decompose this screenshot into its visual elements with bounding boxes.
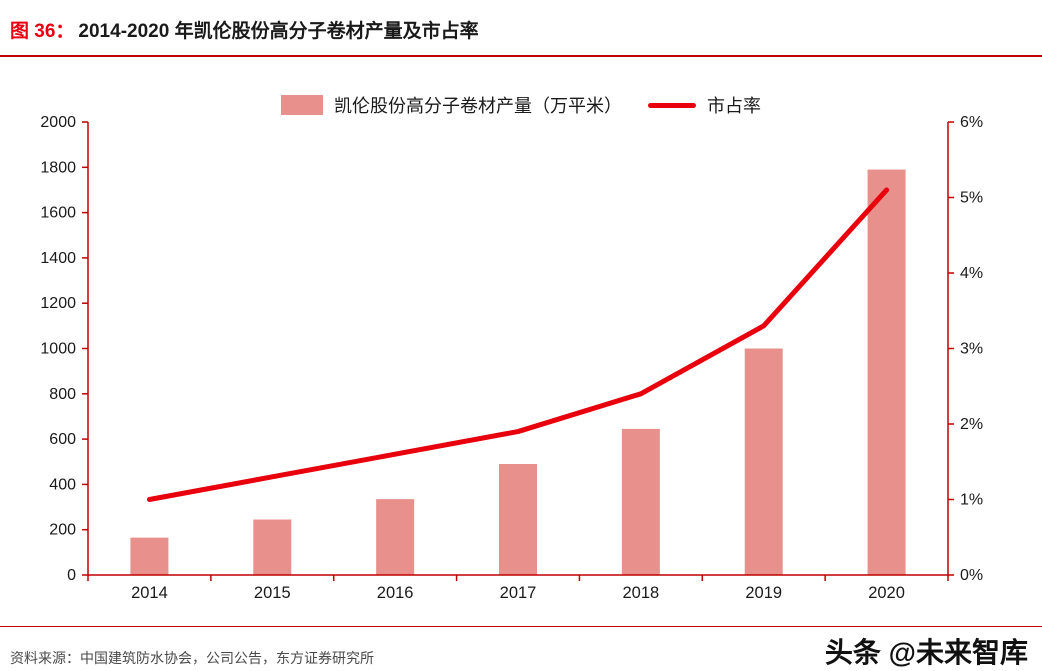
right-axis-label: 1% [960,492,983,509]
x-axis-label: 2015 [254,584,291,602]
right-axis-label: 3% [960,341,983,358]
watermark: 头条 @未来智库 [824,637,1028,668]
left-axis-label: 0 [67,567,76,584]
left-axis-label: 1200 [40,295,76,312]
bar-2014 [130,537,169,575]
chart-title: 图 36： 2014-2020 年凯伦股份高分子卷材产量及市占率 [10,16,479,43]
left-axis-label: 600 [49,431,76,448]
left-axis-label: 400 [49,476,76,493]
source-note: 资料来源：中国建筑防水协会，公司公告，东方证券研究所 [10,650,374,666]
legend-item-market-share: 市占率 [648,92,761,118]
line-swatch-icon [648,102,696,108]
bar-2016 [376,499,415,575]
left-axis-label: 2000 [40,114,76,131]
bar-swatch-icon [281,95,323,115]
bar-2020 [867,169,906,575]
right-axis-label: 2% [960,416,983,433]
right-axis-label: 4% [960,265,983,282]
title-divider [0,55,1042,57]
figure-number: 图 36： [10,21,75,42]
legend: 凯伦股份高分子卷材产量（万平米） 市占率 [0,92,1042,118]
chart-title-text: 2014-2020 年凯伦股份高分子卷材产量及市占率 [78,21,479,42]
left-axis-label: 1600 [40,205,76,222]
bar-2019 [744,348,783,575]
legend-item-production: 凯伦股份高分子卷材产量（万平米） [281,92,622,118]
left-axis-label: 1000 [40,341,76,358]
left-axis-label: 200 [49,522,76,539]
footer-divider [0,626,1042,627]
bar-2015 [253,519,292,575]
x-axis-label: 2016 [377,584,414,602]
bar-2018 [621,428,660,575]
x-axis-label: 2017 [500,584,537,602]
left-axis-label: 1400 [40,250,76,267]
left-axis-label: 800 [49,386,76,403]
legend-label-market-share: 市占率 [707,96,761,116]
left-axis-label: 1800 [40,159,76,176]
x-axis-label: 2020 [868,584,905,602]
right-axis-label: 5% [960,190,983,207]
bar-2017 [499,464,537,575]
market-share-line [146,187,890,502]
x-axis-label: 2018 [622,584,659,602]
x-axis-label: 2019 [745,584,782,602]
right-axis-label: 6% [960,114,983,131]
right-axis-label: 0% [960,567,983,584]
legend-label-production: 凯伦股份高分子卷材产量（万平米） [334,96,622,116]
x-axis-label: 2014 [131,584,168,602]
